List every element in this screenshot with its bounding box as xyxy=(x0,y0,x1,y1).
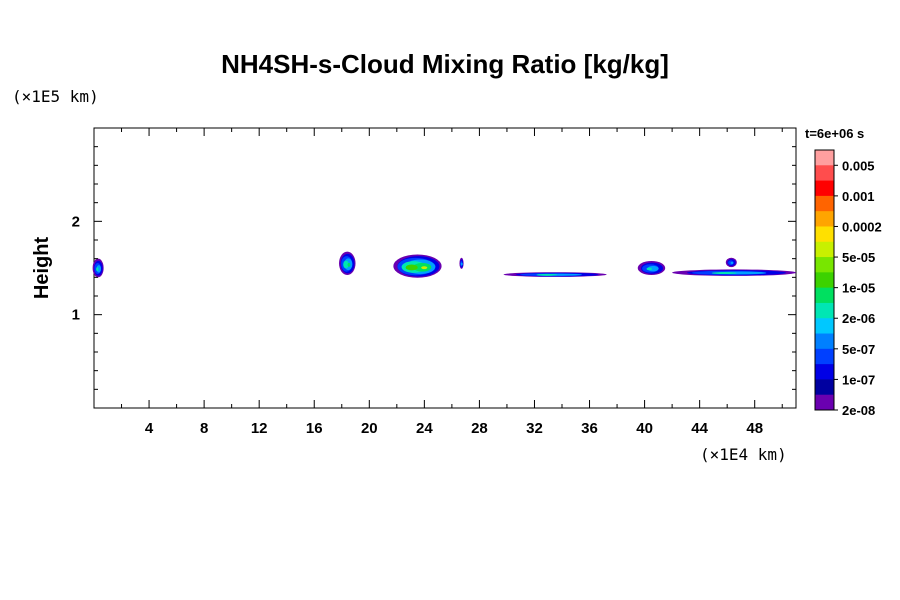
time-label: t=6e+06 s xyxy=(805,126,864,141)
colorbar-label: 0.001 xyxy=(842,189,875,204)
colorbar-label: 0.0002 xyxy=(842,219,882,234)
colorbar-swatch xyxy=(815,226,834,243)
colorbar-label: 0.005 xyxy=(842,158,875,173)
x-tick-label: 36 xyxy=(581,420,598,437)
plot-area: 4 8 12 16 20 24 28 32 36 40 44 48 12 xyxy=(72,127,797,437)
cloud-patch-6-layer-4 xyxy=(711,272,737,275)
colorbar-swatch xyxy=(815,241,834,258)
x-tick-label: 40 xyxy=(636,420,653,437)
x-tick-label: 32 xyxy=(526,420,543,437)
x-tick-label: 8 xyxy=(200,420,208,437)
y-axis-unit: (×1E5 km) xyxy=(12,87,99,106)
y-axis-label: Height xyxy=(31,237,53,300)
colorbar-swatch xyxy=(815,364,834,380)
colorbar-frame xyxy=(814,149,835,411)
colorbar-swatch xyxy=(815,257,834,273)
colorbar-swatch xyxy=(815,318,834,335)
y-axis-ticks: 12 xyxy=(72,146,796,390)
colorbar-swatch xyxy=(815,195,834,212)
cloud-patch-5-layer-4 xyxy=(646,267,653,271)
colorbar-label: 5e-05 xyxy=(842,250,875,265)
y-tick-label: 2 xyxy=(72,213,80,230)
x-axis-ticks: 4 8 12 16 20 24 28 32 36 40 44 48 xyxy=(121,128,783,437)
colorbar-label: 1e-05 xyxy=(842,281,875,296)
x-tick-label: 44 xyxy=(691,420,708,437)
colorbar-swatch xyxy=(815,394,834,411)
colorbar-swatch xyxy=(815,272,834,289)
cloud-patch-1-layer-4 xyxy=(343,260,349,269)
chart-title: NH4SH-s-Cloud Mixing Ratio [kg/kg] xyxy=(221,49,669,79)
x-axis-unit: (×1E4 km) xyxy=(700,445,787,464)
colorbar-label: 1e-07 xyxy=(842,372,875,387)
colorbar-swatch xyxy=(815,333,834,350)
colorbar-label: 5e-07 xyxy=(842,342,875,357)
x-tick-label: 20 xyxy=(361,420,378,437)
cloud-patches xyxy=(92,251,796,278)
cloud-patch-1-layer-5 xyxy=(347,262,351,267)
x-tick-label: 16 xyxy=(306,420,323,437)
y-tick-label: 1 xyxy=(72,307,80,324)
x-tick-label: 4 xyxy=(145,420,154,437)
colorbar-swatch xyxy=(815,165,834,182)
cloud-patch-3-layer-3 xyxy=(460,262,463,266)
x-tick-label: 24 xyxy=(416,420,433,437)
x-tick-label: 12 xyxy=(251,420,268,437)
colorbar-label: 2e-06 xyxy=(842,311,875,326)
cloud-patch-2-layer-7 xyxy=(421,266,428,270)
colorbar-swatch xyxy=(815,379,834,396)
colorbar-label: 2e-08 xyxy=(842,403,875,418)
colorbar-swatch xyxy=(815,348,834,365)
x-tick-label: 48 xyxy=(746,420,763,437)
cloud-patch-0-layer-4 xyxy=(96,267,99,271)
colorbar-swatch xyxy=(815,150,834,166)
cloud-patch-7-layer-3 xyxy=(730,261,734,265)
colorbar-swatch xyxy=(815,302,834,319)
x-tick-label: 28 xyxy=(471,420,488,437)
colorbar-swatch xyxy=(815,287,834,304)
colorbar-swatch xyxy=(815,211,834,227)
plot-frame xyxy=(93,127,797,409)
cloud-patch-4-layer-4 xyxy=(536,273,558,276)
colorbar-swatch xyxy=(815,180,834,197)
colorbar: 0.005 0.001 0.0002 5e-05 1e-05 2e-06 5e-07 1e-0… xyxy=(814,149,882,418)
cloud-patch-2-layer-6 xyxy=(405,264,418,271)
